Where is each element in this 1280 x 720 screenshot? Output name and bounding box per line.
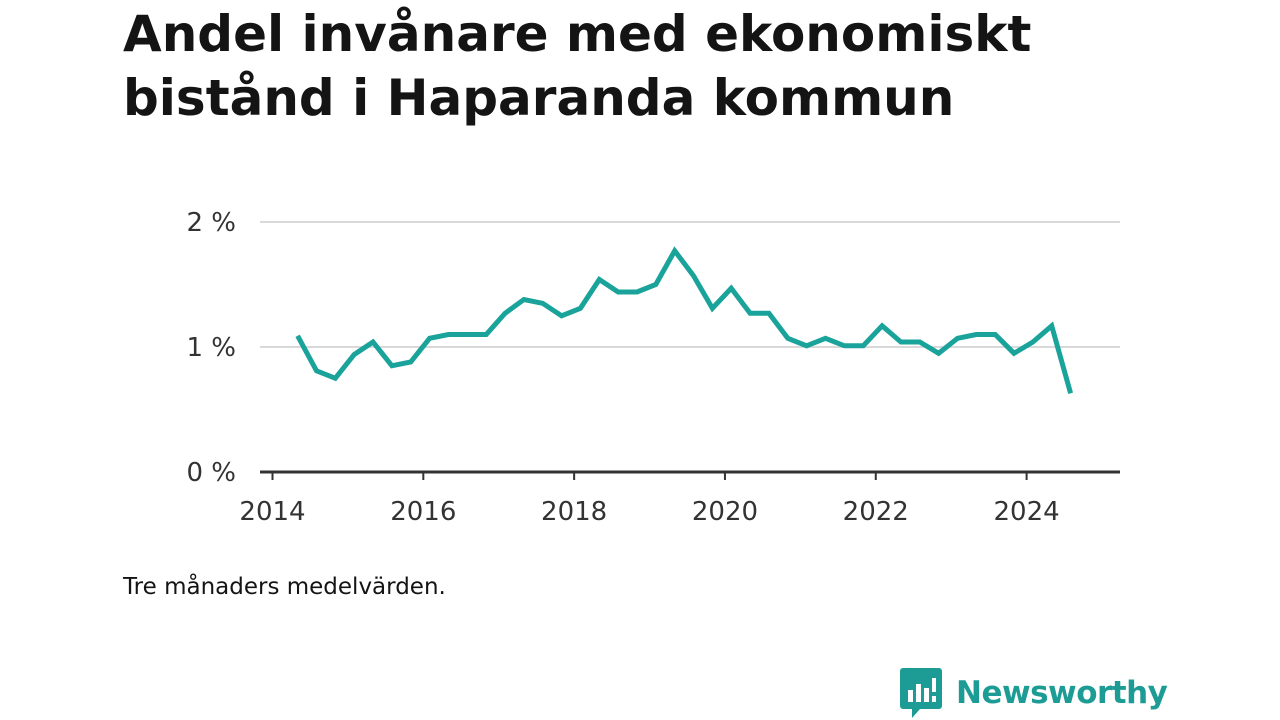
y-tick-label: 0 %: [186, 458, 236, 488]
newsworthy-logo: Newsworthy: [900, 668, 1168, 718]
chart-caption: Tre månaders medelvärden.: [123, 574, 446, 600]
gridlines: [260, 221, 1120, 348]
x-tick-label: 2022: [843, 497, 909, 527]
x-axis-ticks: 2014 2016 2018 2020 2022 2024: [239, 472, 1060, 527]
data-series: [295, 246, 1074, 394]
x-tick-label: 2016: [390, 497, 456, 527]
x-tick-label: 2020: [692, 497, 758, 527]
y-tick-label: 2 %: [186, 208, 236, 238]
y-axis-tick-labels: 0 % 1 % 2 %: [186, 208, 236, 488]
y-tick-label: 1 %: [186, 333, 236, 363]
bar-chart-speech-bubble-icon: [900, 668, 942, 718]
chart-title: Andel invånare med ekonomiskt bistånd i …: [123, 5, 1032, 127]
x-tick-label: 2014: [239, 497, 305, 527]
series-line: [295, 246, 1074, 394]
x-tick-label: 2018: [541, 497, 607, 527]
brand-name: Newsworthy: [956, 675, 1168, 711]
x-tick-label: 2024: [994, 497, 1060, 527]
